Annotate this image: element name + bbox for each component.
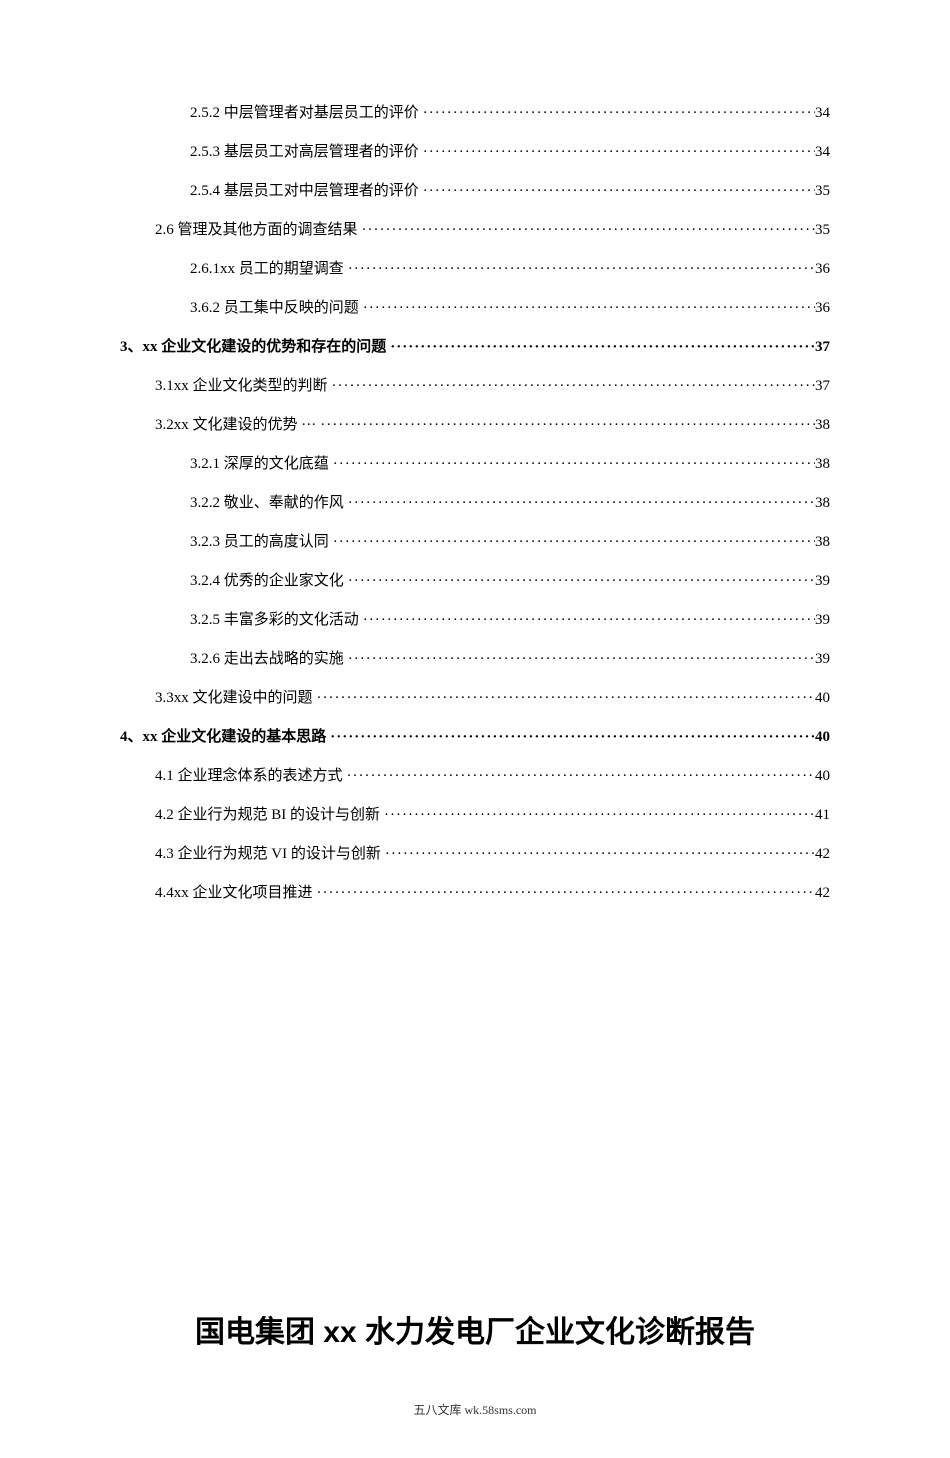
toc-leader-dots: ········································… [344,256,815,283]
toc-entry-page: 38 [815,451,830,478]
toc-leader-dots: ········································… [329,451,815,478]
toc-entry: 3.1xx 企业文化类型的判断·························… [120,373,830,400]
toc-leader-dots: ········································… [359,295,815,322]
toc-entry-label: 3.6.2 员工集中反映的问题 [190,295,359,322]
toc-leader-dots: ········································… [386,334,815,361]
table-of-contents: 2.5.2 中层管理者对基层员工的评价·····················… [120,100,830,907]
toc-entry-page: 35 [815,217,830,244]
toc-entry-page: 40 [815,724,830,751]
toc-leader-dots: ········································… [326,724,815,751]
toc-entry: 2.6 管理及其他方面的调查结果························… [120,217,830,244]
footer-text: 五八文库 wk.58sms.com [120,1401,830,1418]
toc-entry-page: 41 [815,802,830,829]
toc-entry-page: 37 [815,373,830,400]
toc-leader-dots: ········································… [419,178,815,205]
toc-entry-label: 3.3xx 文化建设中的问题 [155,685,313,712]
toc-entry: 3.2.3 员工的高度认同···························… [120,529,830,556]
toc-entry: 4、xx 企业文化建设的基本思路························… [120,724,830,751]
toc-entry-page: 34 [815,100,830,127]
toc-leader-dots: ········································… [419,139,815,166]
toc-entry-page: 39 [815,607,830,634]
toc-entry-page: 34 [815,139,830,166]
toc-entry-page: 37 [815,334,830,361]
toc-entry-label: 3.2.2 敬业、奉献的作风 [190,490,344,517]
toc-entry-label: 2.5.4 基层员工对中层管理者的评价 [190,178,419,205]
toc-entry-label: 4、xx 企业文化建设的基本思路 [120,724,326,751]
toc-entry: 3.2.1 深厚的文化底蕴···························… [120,451,830,478]
toc-leader-dots: ········································… [344,568,815,595]
toc-entry-label: 2.5.2 中层管理者对基层员工的评价 [190,100,419,127]
toc-entry-page: 39 [815,646,830,673]
toc-entry-label: 3.2.3 员工的高度认同 [190,529,329,556]
toc-entry: 3.2.4 优秀的企业家文化··························… [120,568,830,595]
toc-entry: 2.6.1xx 员工的期望调查·························… [120,256,830,283]
toc-entry-page: 39 [815,568,830,595]
toc-entry: 2.5.3 基层员工对高层管理者的评价·····················… [120,139,830,166]
toc-entry: 3.2.5 丰富多彩的文化活动·························… [120,607,830,634]
toc-entry: 3.2.6 走出去战略的实施··························… [120,646,830,673]
toc-entry-label: 3.2.5 丰富多彩的文化活动 [190,607,359,634]
toc-entry: 3.2.2 敬业、奉献的作风··························… [120,490,830,517]
toc-entry-page: 35 [815,178,830,205]
toc-leader-dots: ········································… [329,529,815,556]
report-title: 国电集团 xx 水力发电厂企业文化诊断报告 [120,1307,830,1351]
toc-entry-label: 3.2xx 文化建设的优势 ··· [155,412,316,439]
toc-entry-label: 3、xx 企业文化建设的优势和存在的问题 [120,334,386,361]
toc-leader-dots: ········································… [344,490,815,517]
toc-leader-dots: ········································… [313,685,815,712]
toc-entry-label: 4.3 企业行为规范 VI 的设计与创新 [155,841,381,868]
toc-entry-label: 3.2.4 优秀的企业家文化 [190,568,344,595]
toc-leader-dots: ········································… [328,373,815,400]
toc-entry: 3.3xx 文化建设中的问题··························… [120,685,830,712]
toc-entry: 2.5.2 中层管理者对基层员工的评价·····················… [120,100,830,127]
toc-leader-dots: ········································… [358,217,815,244]
toc-entry-label: 2.5.3 基层员工对高层管理者的评价 [190,139,419,166]
toc-leader-dots: ········································… [316,412,815,439]
toc-entry-page: 42 [815,880,830,907]
toc-entry-page: 40 [815,763,830,790]
toc-entry: 4.3 企业行为规范 VI 的设计与创新····················… [120,841,830,868]
toc-entry-page: 38 [815,529,830,556]
toc-entry-page: 36 [815,295,830,322]
toc-entry: 4.4xx 企业文化项目推进··························… [120,880,830,907]
toc-entry-label: 3.1xx 企业文化类型的判断 [155,373,328,400]
toc-entry: 3.2xx 文化建设的优势 ··························… [120,412,830,439]
toc-entry-label: 3.2.6 走出去战略的实施 [190,646,344,673]
toc-leader-dots: ········································… [381,841,815,868]
toc-entry: 3.6.2 员工集中反映的问题·························… [120,295,830,322]
toc-entry-page: 40 [815,685,830,712]
toc-leader-dots: ········································… [344,646,815,673]
toc-entry: 3、xx 企业文化建设的优势和存在的问题····················… [120,334,830,361]
toc-leader-dots: ········································… [313,880,815,907]
toc-entry-page: 42 [815,841,830,868]
toc-leader-dots: ········································… [359,607,815,634]
toc-entry-page: 38 [815,412,830,439]
toc-leader-dots: ········································… [419,100,815,127]
toc-entry-label: 2.6 管理及其他方面的调查结果 [155,217,358,244]
toc-entry-label: 4.2 企业行为规范 BI 的设计与创新 [155,802,380,829]
toc-entry: 2.5.4 基层员工对中层管理者的评价·····················… [120,178,830,205]
toc-entry: 4.1 企业理念体系的表述方式·························… [120,763,830,790]
toc-entry: 4.2 企业行为规范 BI 的设计与创新····················… [120,802,830,829]
toc-entry-page: 38 [815,490,830,517]
toc-entry-label: 4.4xx 企业文化项目推进 [155,880,313,907]
toc-leader-dots: ········································… [380,802,815,829]
toc-entry-label: 3.2.1 深厚的文化底蕴 [190,451,329,478]
toc-entry-label: 4.1 企业理念体系的表述方式 [155,763,343,790]
toc-entry-label: 2.6.1xx 员工的期望调查 [190,256,344,283]
toc-entry-page: 36 [815,256,830,283]
toc-leader-dots: ········································… [343,763,815,790]
